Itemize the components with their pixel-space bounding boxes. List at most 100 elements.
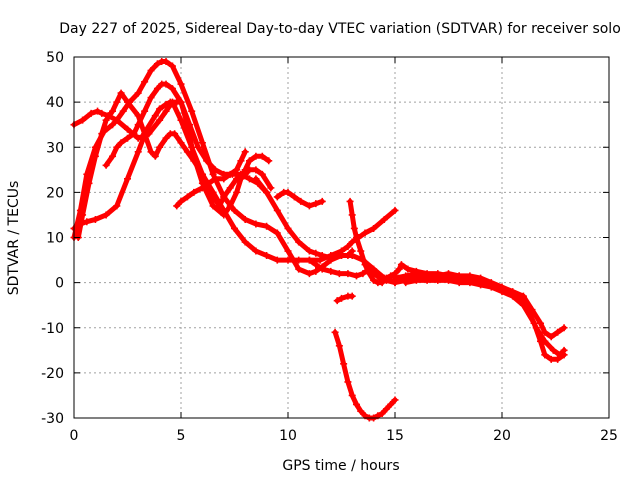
data-point [194,143,202,151]
data-point [466,272,474,280]
data-point [560,324,568,332]
x-tick-label: 25 [600,428,618,444]
data-point [528,306,536,314]
data-point [284,224,292,232]
data-point [102,161,110,169]
data-point [357,247,365,255]
data-point [79,211,87,219]
data-point [124,125,131,133]
data-point [382,405,390,413]
data-point [166,98,174,106]
data-point [395,265,403,273]
data-point [87,109,95,117]
series-track-14 [391,270,568,341]
data-point [312,267,320,275]
data-point [198,139,206,147]
data-point [391,206,399,214]
data-point [359,270,367,278]
data-point [554,355,562,363]
data-point [151,112,159,120]
y-tick-label: 40 [46,95,64,111]
series-band [347,198,462,286]
data-point [331,328,339,336]
data-point [397,261,405,269]
data-point [241,166,249,174]
data-point [412,276,420,284]
data-point [113,143,121,151]
data-point [554,328,562,336]
y-tick-label: -20 [41,366,64,382]
data-point [263,252,271,260]
data-point [344,378,352,386]
data-point [211,175,219,183]
data-point [134,134,142,142]
data-point [305,202,313,210]
data-point [134,121,142,129]
data-point [537,337,545,345]
data-point [284,247,292,255]
data-point [258,152,266,160]
data-point [547,333,555,341]
data-point [541,351,549,359]
data-point [305,256,313,264]
data-point [387,400,395,408]
data-point [348,238,356,246]
data-point [537,319,545,327]
data-point [241,238,249,246]
data-point [113,202,121,210]
data-point [153,85,161,93]
data-point [327,254,335,262]
data-point [220,193,228,201]
data-point [338,252,345,260]
data-point [220,206,228,214]
data-point [352,272,360,280]
data-point [198,170,206,178]
data-point [124,98,131,106]
data-point [147,67,155,75]
data-point [209,188,217,196]
series-track-11 [333,292,356,305]
data-point [162,134,170,142]
data-point [134,89,142,97]
data-point [141,130,149,138]
data-point [177,197,185,205]
data-point [273,206,281,214]
data-point [318,197,326,205]
data-point [188,107,196,115]
data-point [466,279,474,287]
data-point [168,62,176,70]
data-point [156,116,164,124]
data-point [455,272,463,280]
data-point [252,152,260,160]
data-point [252,220,260,228]
data-point [130,130,138,138]
data-point [370,224,378,232]
data-point [312,249,320,257]
data-point [141,107,149,115]
data-point [380,215,388,223]
data-point [117,139,125,147]
data-point [312,200,320,208]
chart-title: Day 227 of 2025, Sidereal Day-to-day VTE… [59,21,621,37]
grid [74,57,609,418]
data-point [346,197,354,205]
data-point [186,121,194,129]
data-point [109,121,117,129]
data-point [198,184,206,192]
data-point [226,184,234,192]
data-point [98,109,106,117]
data-point [177,116,185,124]
data-point [498,288,506,296]
data-point [124,175,131,183]
y-tick-label: 50 [46,50,64,66]
y-tick-label: -30 [41,411,64,427]
data-point [102,116,110,124]
data-point [352,234,360,241]
data-point [177,139,185,147]
data-point [361,261,369,269]
data-point [560,351,568,359]
data-point [183,193,191,201]
y-tick-label: 30 [46,140,64,156]
data-point [151,152,159,160]
